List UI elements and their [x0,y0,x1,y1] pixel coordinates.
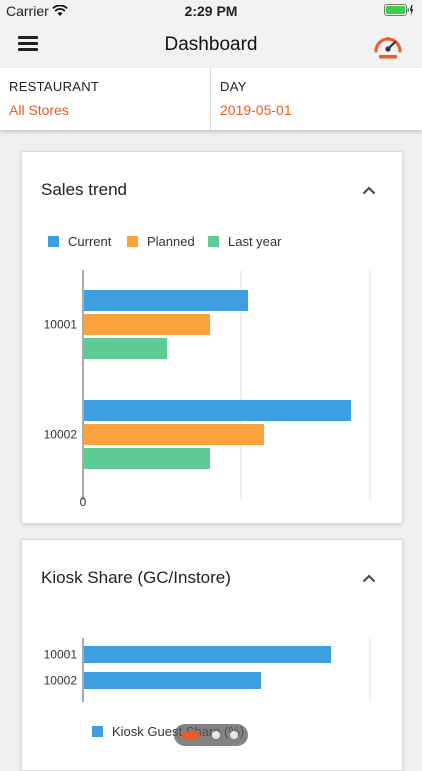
navigation-bar: Dashboard [0,22,422,68]
carrier-label: Carrier [6,3,49,19]
y-tick-label: 10002 [44,428,78,442]
bar-planned-10001 [84,314,210,335]
wifi-icon [52,4,68,20]
restaurant-value: All Stores [9,102,69,118]
battery-icon [384,4,414,20]
day-filter[interactable]: DAY 2019-05-01 [211,68,422,130]
kiosk-share-title: Kiosk Share (GC/Instore) [41,568,231,587]
status-time: 2:29 PM [184,3,238,19]
y-tick-label: 10001 [44,318,78,332]
bar-current-10001 [84,290,248,311]
bar-last-year-10002 [84,448,210,469]
page-dot-active[interactable] [182,731,200,739]
day-value: 2019-05-01 [220,102,292,118]
legend-swatch-last-year [208,236,219,247]
speedometer-icon[interactable] [372,31,404,66]
restaurant-filter[interactable]: RESTAURANT All Stores [0,68,211,130]
kiosk-share-chart: 10001 10002 [44,638,371,702]
hamburger-menu-icon[interactable] [18,36,38,52]
legend-label-last-year: Last year [228,234,282,249]
page-dot[interactable] [230,731,238,739]
legend-swatch-kiosk [92,726,103,737]
legend-label-planned: Planned [147,234,195,249]
sales-trend-title: Sales trend [41,180,127,199]
status-bar: Carrier 2:29 PM [0,0,422,22]
bar-kiosk-share-10001 [84,646,331,663]
day-label: DAY [220,79,247,94]
bar-kiosk-share-10002 [84,672,261,689]
sales-trend-card: Sales trend Current Planned Last year 10… [21,151,403,524]
bar-current-10002 [84,400,351,421]
chevron-up-icon[interactable] [362,570,376,588]
sales-trend-chart: 10001 10002 0 [44,270,371,509]
page-title: Dashboard [164,34,258,55]
y-tick-label: 10001 [44,648,78,662]
chevron-up-icon[interactable] [362,182,376,200]
legend-swatch-planned [127,236,138,247]
x-tick-label: 0 [80,495,87,509]
bar-last-year-10001 [84,338,167,359]
legend-label-current: Current [68,234,112,249]
page-indicator[interactable] [174,724,248,746]
y-tick-label: 10002 [44,674,78,688]
filter-bar: RESTAURANT All Stores DAY 2019-05-01 [0,68,422,130]
page-dot[interactable] [212,731,220,739]
restaurant-label: RESTAURANT [9,79,100,94]
bar-planned-10002 [84,424,264,445]
legend-swatch-current [48,236,59,247]
